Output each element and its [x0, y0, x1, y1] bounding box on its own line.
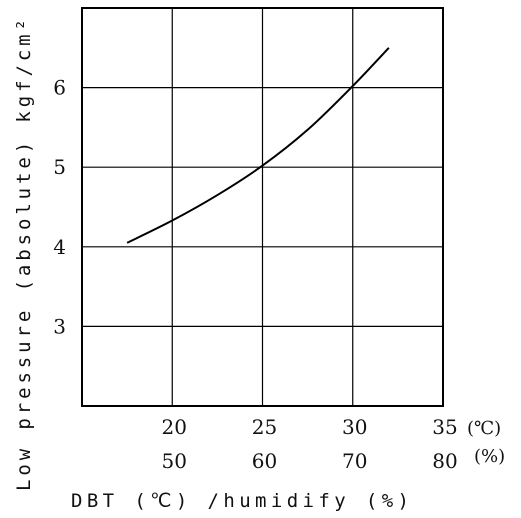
x-tick-label-temp: 25	[252, 415, 277, 439]
x-tick-label-temp: 20	[162, 415, 187, 439]
x-tick-label-temp: 35	[432, 415, 457, 439]
x-unit-temperature: (℃)	[467, 418, 501, 439]
x-tick-label-humidity: 80	[432, 449, 457, 473]
grid-lines	[82, 8, 443, 406]
x-tick-label-humidity: 60	[252, 449, 277, 473]
x-tick-label-humidity: 70	[342, 449, 367, 473]
y-tick-label: 4	[53, 235, 66, 259]
x-tick-label-humidity: 50	[162, 449, 187, 473]
y-tick-label: 3	[53, 314, 66, 338]
x-axis-title: DBT (℃) /humidify (%)	[71, 490, 409, 512]
series-line	[126, 47, 390, 244]
y-tick-label: 5	[53, 155, 66, 179]
y-tick-labels: 3 4 5 6	[53, 76, 66, 339]
x-tick-label-temp: 30	[342, 415, 367, 439]
y-axis-title: Low pressure (absolute) kgf/cm²	[13, 19, 35, 491]
y-tick-label: 6	[53, 76, 66, 100]
plot-frame	[81, 7, 444, 407]
x-tick-labels: 20 50 25 60 30 70 35 80	[162, 415, 458, 473]
x-unit-humidity: (%)	[474, 446, 505, 467]
